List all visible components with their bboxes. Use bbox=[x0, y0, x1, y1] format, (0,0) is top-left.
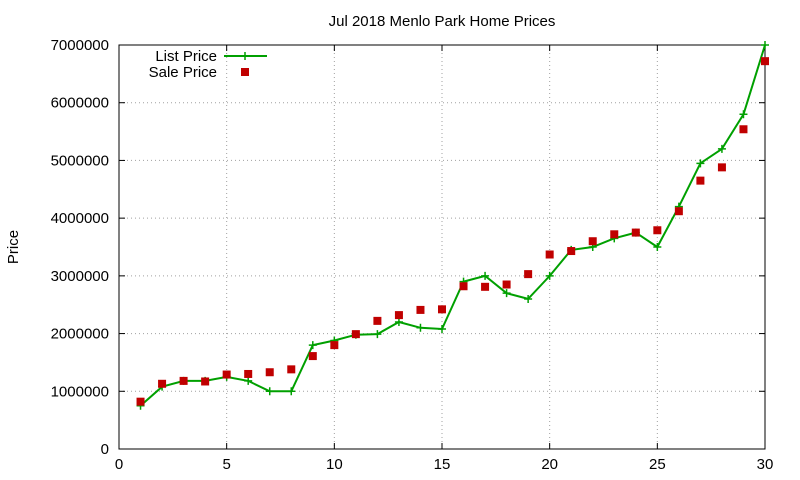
axis-ticks: 0 5 10 15 20 25 30 0 1000000 2000000 3000000 400000… bbox=[51, 37, 774, 473]
sale-price-point bbox=[244, 369, 253, 378]
legend-sale-price-swatch bbox=[241, 68, 249, 76]
list-price-point bbox=[653, 243, 662, 251]
sale-price-point bbox=[631, 228, 640, 237]
list-price-point bbox=[502, 289, 511, 298]
y-tick-label: 3000000 bbox=[51, 268, 109, 285]
sale-price-point bbox=[717, 163, 726, 172]
sale-price-point bbox=[545, 250, 554, 259]
list-price-point bbox=[481, 271, 490, 280]
list-price-point bbox=[438, 324, 446, 333]
sale-price-point bbox=[674, 207, 683, 216]
legend-sale-price-label: Sale Price bbox=[149, 64, 217, 81]
sale-price-point bbox=[265, 368, 274, 377]
list-price-point bbox=[524, 294, 533, 303]
y-tick-label: 4000000 bbox=[51, 210, 109, 227]
grid bbox=[119, 45, 765, 449]
sale-price-point bbox=[330, 341, 339, 350]
sale-price-point bbox=[481, 282, 490, 291]
x-tick-label: 30 bbox=[757, 456, 774, 473]
y-tick-label: 2000000 bbox=[51, 326, 109, 343]
sale-price-point bbox=[438, 305, 446, 314]
y-axis-label: Price bbox=[5, 230, 22, 264]
legend-list-price-label: List Price bbox=[155, 48, 217, 65]
x-tick-label: 10 bbox=[326, 456, 343, 473]
legend: List Price Sale Price bbox=[149, 48, 267, 81]
list-price-point bbox=[308, 341, 317, 350]
x-tick-label: 20 bbox=[541, 456, 558, 473]
sale-price-point bbox=[222, 370, 231, 379]
sale-price-point bbox=[739, 125, 748, 134]
sale-price-point bbox=[373, 316, 382, 325]
y-tick-label: 7000000 bbox=[51, 37, 109, 54]
list-price-point bbox=[761, 41, 769, 49]
y-tick-label: 0 bbox=[101, 441, 109, 458]
sale-price-point bbox=[459, 282, 468, 291]
x-tick-label: 25 bbox=[649, 456, 666, 473]
y-tick-label: 1000000 bbox=[51, 383, 109, 400]
sale-price-point bbox=[351, 330, 360, 339]
list-price-point bbox=[373, 330, 382, 339]
sale-price-point bbox=[610, 230, 619, 239]
sale-price-point bbox=[136, 397, 145, 406]
list-price-point bbox=[244, 376, 253, 385]
x-tick-label: 15 bbox=[434, 456, 451, 473]
list-price-line bbox=[139, 44, 766, 407]
plot-border bbox=[118, 44, 766, 450]
sale-price-point bbox=[567, 247, 576, 256]
x-tick-label: 0 bbox=[115, 456, 123, 473]
y-tick-label: 6000000 bbox=[51, 95, 109, 112]
list-price-point bbox=[287, 387, 296, 396]
list-price-point bbox=[717, 144, 726, 153]
list-price-point bbox=[265, 387, 274, 396]
chart-title: Jul 2018 Menlo Park Home Prices bbox=[329, 13, 556, 30]
sale-price-point bbox=[179, 376, 188, 385]
sale-price-point bbox=[158, 379, 167, 388]
sale-price-point bbox=[308, 352, 317, 361]
list-price-point bbox=[545, 271, 554, 280]
list-price-point bbox=[696, 159, 705, 168]
sale-price-point bbox=[761, 57, 769, 66]
sale-price-point bbox=[201, 377, 210, 386]
sale-price-point bbox=[524, 270, 533, 279]
y-tick-label: 5000000 bbox=[51, 152, 109, 169]
sale-price-point bbox=[416, 305, 425, 314]
sale-price-point bbox=[653, 226, 662, 235]
sale-price-point bbox=[502, 280, 511, 289]
legend-list-price-marker bbox=[241, 52, 249, 60]
x-tick-label: 5 bbox=[222, 456, 230, 473]
list-price-point bbox=[739, 110, 748, 119]
list-price-point bbox=[416, 323, 425, 332]
series bbox=[136, 41, 769, 410]
sale-price-point bbox=[394, 311, 403, 320]
list-price-point bbox=[394, 318, 403, 327]
sale-price-point bbox=[287, 365, 296, 374]
sale-price-point bbox=[588, 237, 597, 246]
sale-price-point bbox=[696, 176, 705, 185]
